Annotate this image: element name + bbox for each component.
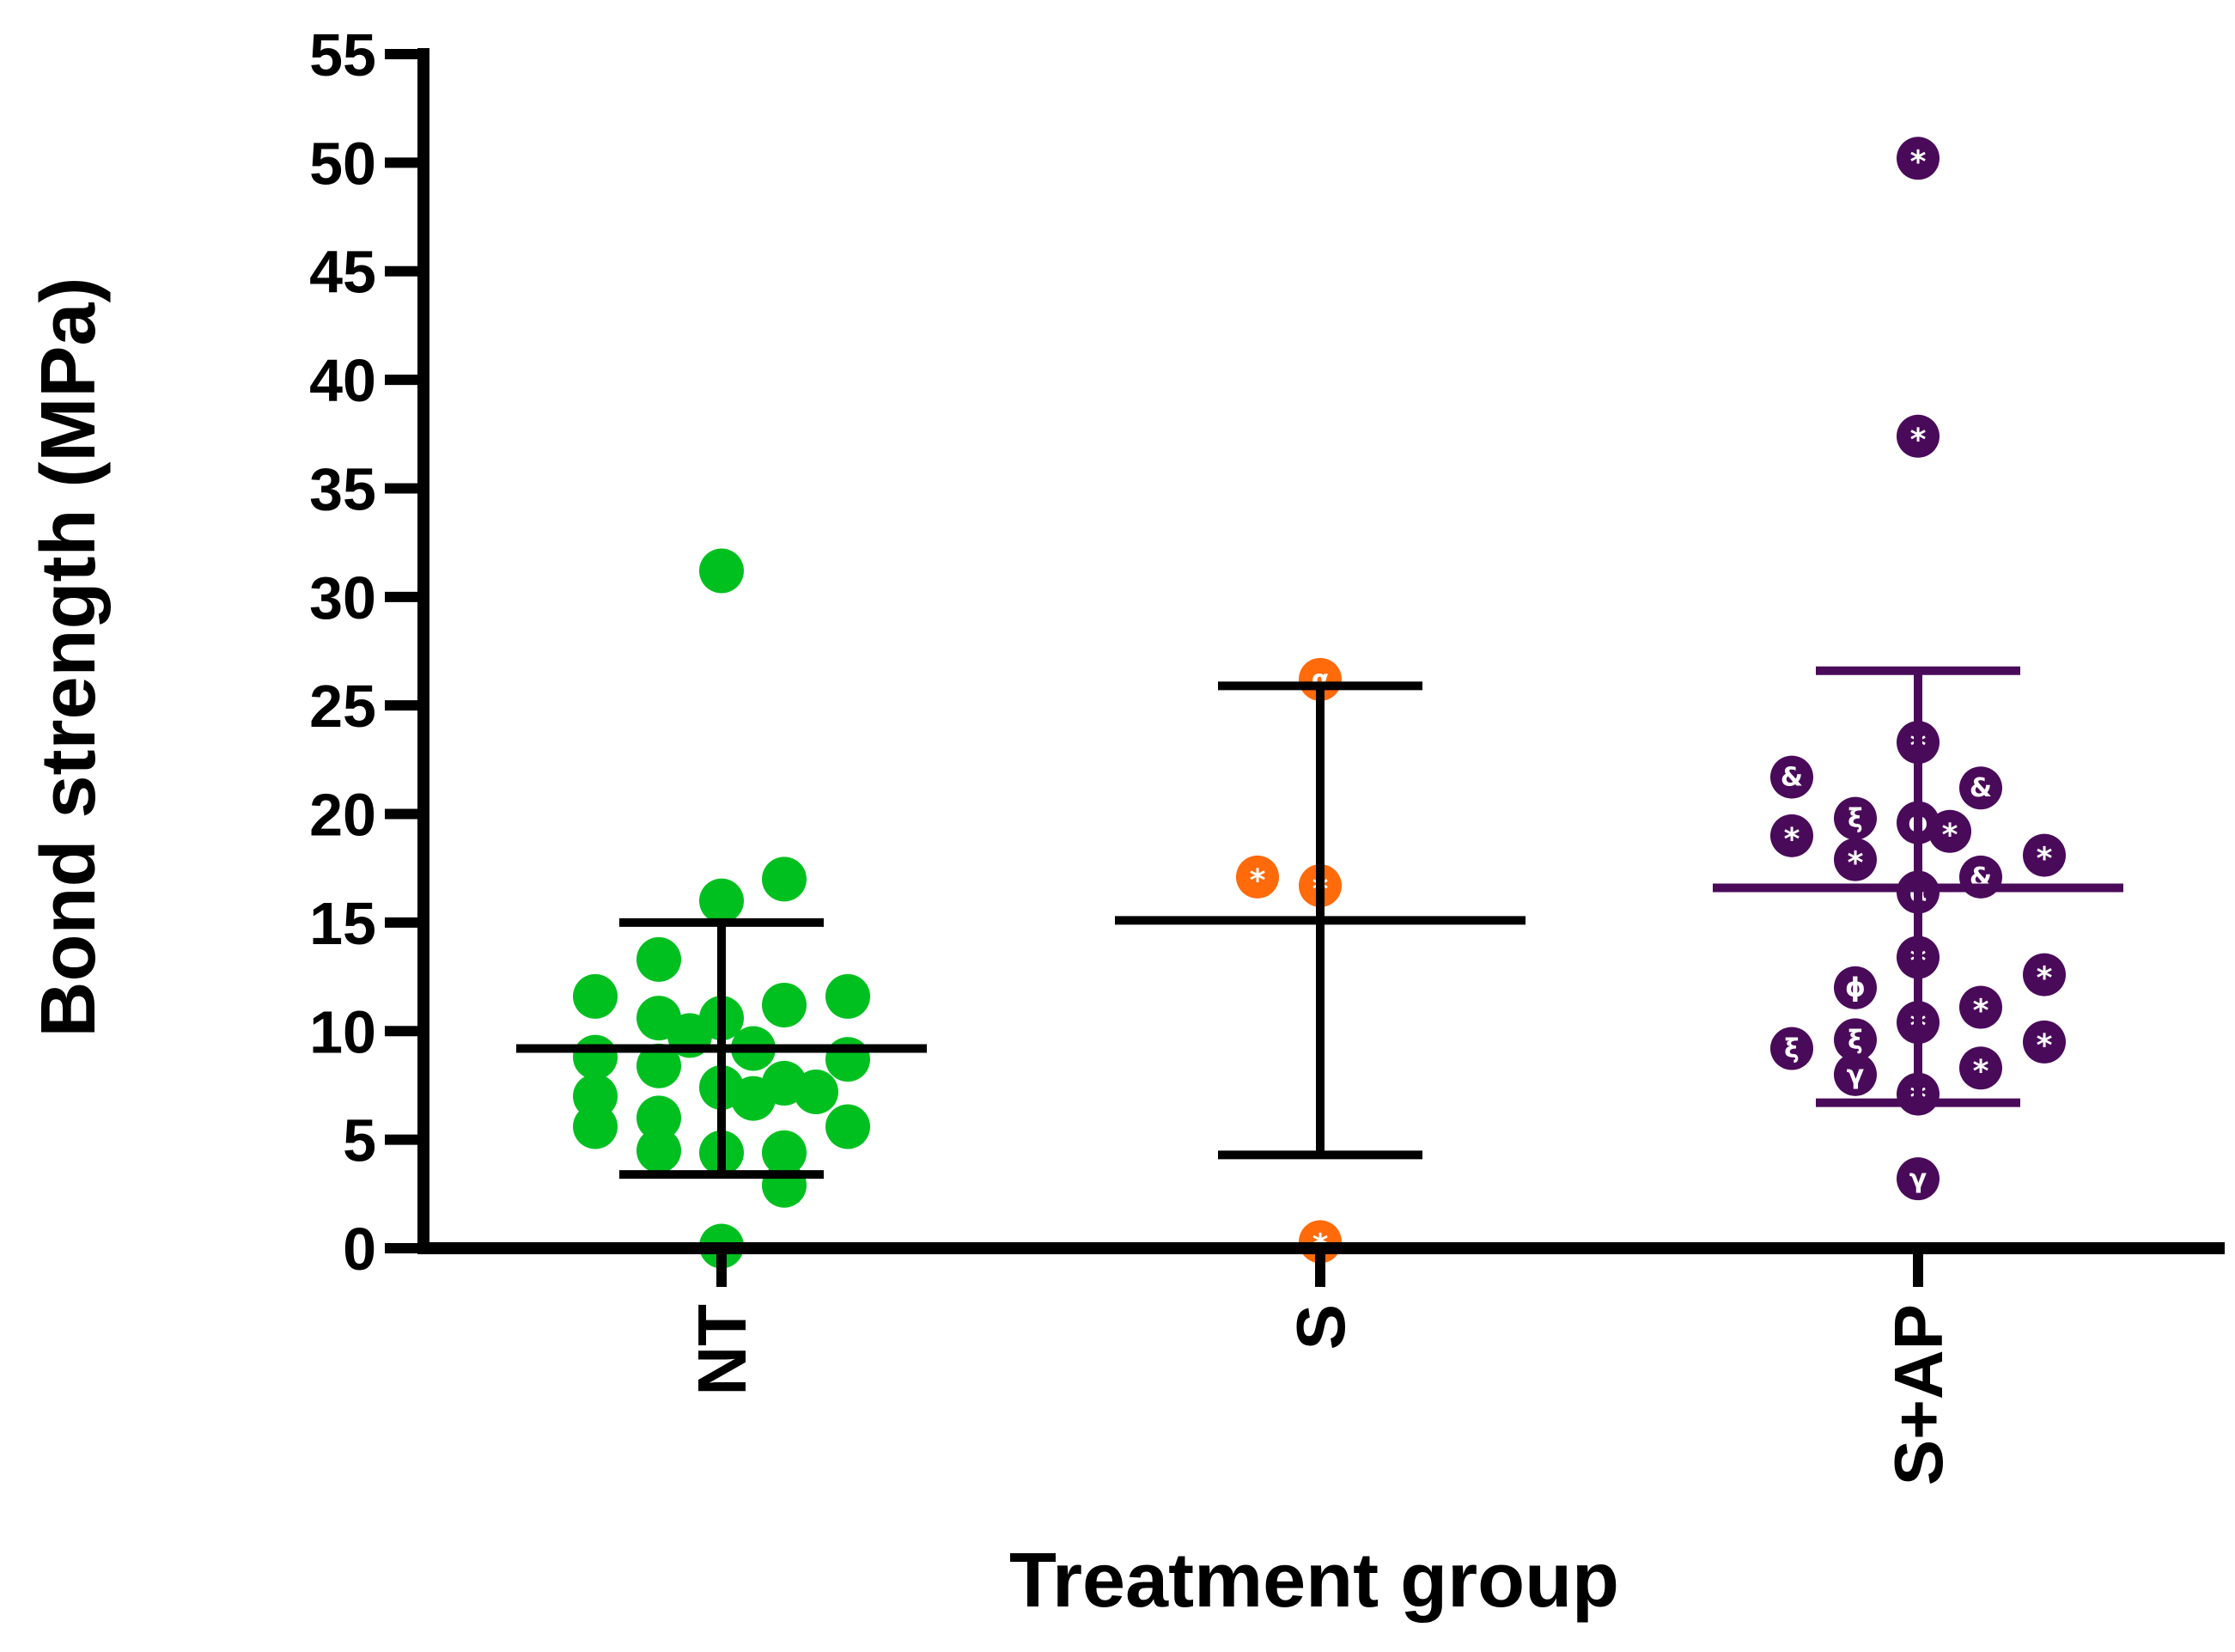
data-point: [794, 1070, 838, 1115]
y-tick-label: 15: [309, 890, 376, 957]
data-point-symbol: &: [1970, 773, 1992, 803]
data-point: [1959, 1046, 2002, 1090]
data-point-symbol: *: [1250, 863, 1266, 899]
x-category-label: S: [1282, 1304, 1359, 1350]
data-point: [762, 856, 807, 902]
data-point: [1834, 966, 1877, 1009]
data-point: [1770, 814, 1813, 857]
data-point: [636, 936, 681, 982]
data-point: [1897, 1157, 1940, 1201]
data-point: [636, 1043, 681, 1088]
data-point: [1897, 414, 1940, 458]
x-axis-title: Treatment group: [1009, 1538, 1619, 1624]
y-tick-label: 10: [309, 998, 376, 1065]
data-point-symbol: *: [1848, 846, 1864, 881]
data-point-symbol: γ: [1909, 1164, 1927, 1194]
y-tick-label: 50: [309, 130, 376, 197]
data-point: [1770, 1027, 1813, 1070]
data-point: [636, 1128, 681, 1173]
data-point-symbol: *: [2037, 961, 2053, 997]
data-point-symbol: *: [1910, 423, 1927, 458]
data-point-symbol: ϕ: [1845, 973, 1866, 1003]
data-point: [762, 1162, 807, 1208]
data-point-symbol: *: [1910, 144, 1927, 180]
data-point-symbol: *: [1973, 993, 1989, 1028]
data-point: [573, 1034, 618, 1080]
data-point: [1897, 137, 1940, 180]
data-point: [825, 1104, 870, 1149]
y-tick-label: 35: [309, 455, 376, 522]
data-point: [762, 982, 807, 1027]
data-point: [762, 1130, 807, 1175]
data-point: [699, 548, 744, 594]
data-point: [1236, 855, 1279, 899]
data-point-symbol: *: [1784, 822, 1800, 857]
y-tick-label: 55: [309, 21, 376, 88]
y-tick-label: 25: [309, 673, 376, 740]
data-point: [573, 973, 618, 1019]
data-point-symbol: *: [2037, 1028, 2053, 1064]
data-point-symbol: *: [2037, 842, 2053, 877]
data-point: [573, 1104, 618, 1149]
x-category-label: NT: [684, 1304, 760, 1396]
data-point: [1834, 838, 1877, 881]
data-point-symbol: ξ: [1784, 1033, 1800, 1064]
y-axis-title: Bond strength (MPa): [26, 277, 112, 1038]
data-point-symbol: ξ: [1848, 804, 1863, 834]
data-point: [2023, 1020, 2066, 1064]
data-point-symbol: ξ: [1848, 1025, 1863, 1055]
x-category-label: S+AP: [1880, 1304, 1957, 1485]
data-point: [1770, 755, 1813, 799]
y-tick-label: 45: [309, 239, 376, 306]
data-point-symbol: *: [1942, 818, 1958, 853]
data-point: [1959, 766, 2002, 810]
data-point: [731, 1076, 776, 1121]
data-point: [2023, 833, 2066, 877]
y-ticks: 0 5 10 15 20 25 30 35 40 45 50 55: [309, 21, 423, 1283]
data-point: [1928, 809, 1971, 853]
data-point-symbol: &: [1781, 763, 1803, 793]
y-tick-label: 0: [343, 1216, 376, 1283]
y-tick-label: 20: [309, 782, 376, 849]
data-point-symbol: *: [1973, 1054, 1989, 1089]
data-point: [825, 973, 870, 1019]
data-point: [1959, 985, 2002, 1029]
y-tick-label: 30: [309, 564, 376, 631]
data-point: [636, 1095, 681, 1141]
y-tick-label: 5: [343, 1107, 376, 1174]
data-point: [1834, 1018, 1877, 1062]
data-point: [1834, 796, 1877, 840]
data-point: [1834, 1052, 1877, 1096]
data-point: [2023, 953, 2066, 997]
data-point: [825, 1037, 870, 1082]
errorbar-layer: [516, 666, 2123, 1180]
x-categories: NT S S+AP: [684, 1248, 1957, 1485]
data-point-symbol: γ: [1847, 1060, 1864, 1090]
y-tick-label: 40: [309, 347, 376, 414]
data-point: [699, 878, 744, 924]
